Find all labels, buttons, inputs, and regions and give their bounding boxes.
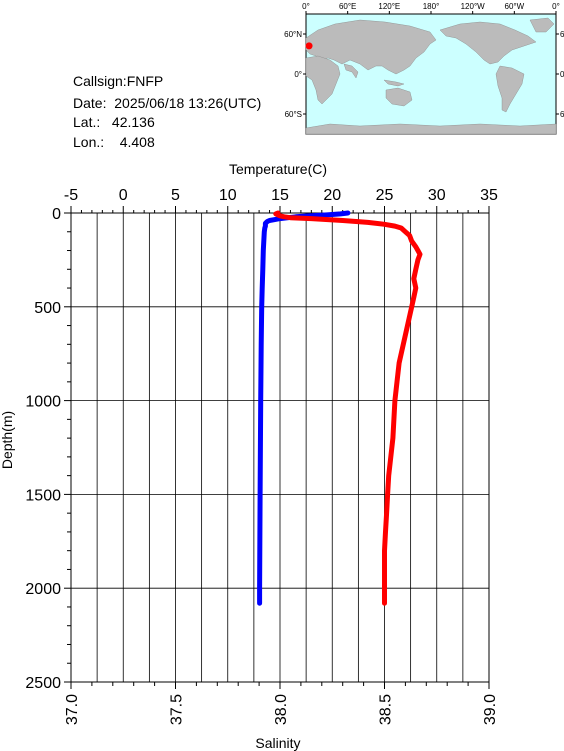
land-indonesia	[383, 79, 405, 87]
land-india	[343, 63, 359, 79]
profile-chart: -5 0 5 10 15 20 25 30 35 37.0 37.5 38.0 38.5 39.0 05…	[0, 161, 499, 751]
map-lon-label: 0°	[552, 2, 560, 11]
temperature-tick-label: 10	[219, 187, 237, 204]
latitude-label: Lat.: 42.136	[73, 114, 155, 130]
land-antarctica	[305, 123, 557, 135]
salinity-tick-label: 37.0	[64, 694, 81, 725]
temperature-tick-label: 15	[271, 187, 289, 204]
temperature-tick-label: 25	[376, 187, 394, 204]
land-south-america	[495, 65, 525, 113]
temperature-tick-label: 35	[480, 187, 498, 204]
salinity-axis-label: Salinity	[255, 735, 300, 751]
map-frame	[303, 11, 559, 115]
land-africa	[305, 55, 341, 105]
map-lat-label: 0°	[294, 70, 302, 79]
salinity-tick-label: 39.0	[482, 694, 499, 725]
temperature-tick-label: 0	[119, 187, 128, 204]
map-lat-label-right: 60°S	[560, 110, 564, 119]
temperature-tick-label: 5	[171, 187, 180, 204]
depth-axis: 0 500 1000 1500 2000 2500	[25, 206, 71, 692]
chart-grid	[70, 212, 490, 683]
position-marker	[305, 42, 313, 50]
date-label: Date: 2025/06/18 13:26(UTC)	[73, 95, 262, 111]
map-lat-label-right: 0°	[560, 70, 564, 79]
map-lon-label: 60°E	[339, 2, 356, 11]
map-lon-label: 60°W	[505, 2, 525, 11]
map-lon-label: 0°	[302, 2, 310, 11]
map-latitude-labels: 60°N 60°N 0° 0° 60°S 60°S	[284, 30, 564, 119]
longitude-label: Lon.: 4.408	[73, 134, 155, 150]
depth-tick-label: 1000	[25, 394, 61, 411]
land-australia	[385, 87, 413, 107]
map-lon-label: 120°W	[461, 2, 486, 11]
salinity-profile-line	[273, 210, 423, 606]
temperature-axis: -5 0 5 10 15 20 25 30 35	[64, 187, 498, 213]
depth-tick-label: 2500	[25, 675, 61, 692]
map-lon-label: 120°E	[378, 2, 400, 11]
map-lat-label: 60°N	[284, 30, 302, 39]
depth-tick-label: 1500	[25, 487, 61, 504]
callsign-label: Callsign:FNFP	[73, 73, 164, 89]
map-longitude-labels: 0° 60°E 120°E 180° 120°W 60°W 0°	[302, 2, 560, 11]
depth-axis-label: Depth(m)	[0, 411, 15, 469]
depth-tick-label: 0	[52, 206, 61, 223]
depth-tick-label: 500	[34, 300, 61, 317]
map-lat-label: 60°S	[285, 110, 302, 119]
land-greenland	[529, 17, 555, 33]
salinity-tick-label: 38.5	[378, 694, 395, 725]
salinity-axis: 37.0 37.5 38.0 38.5 39.0	[64, 682, 499, 725]
map-land	[305, 17, 557, 135]
land-north-america	[439, 21, 537, 65]
depth-tick-label: 2000	[25, 581, 61, 598]
temperature-tick-label: -5	[64, 187, 78, 204]
salinity-tick-label: 37.5	[169, 694, 186, 725]
temperature-tick-label: 30	[428, 187, 446, 204]
temperature-tick-label: 20	[323, 187, 341, 204]
temperature-profile-line	[257, 210, 351, 606]
series-layer	[257, 210, 423, 606]
salinity-tick-label: 38.0	[273, 694, 290, 725]
map-lon-label: 180°	[423, 2, 440, 11]
temperature-axis-label: Temperature(C)	[229, 161, 327, 177]
map-lat-label-right: 60°N	[560, 30, 564, 39]
